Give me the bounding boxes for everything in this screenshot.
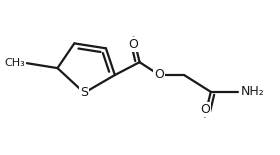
Text: CH₃: CH₃ xyxy=(4,58,25,68)
Text: NH₂: NH₂ xyxy=(241,85,264,98)
Text: O: O xyxy=(200,103,210,116)
Text: O: O xyxy=(154,68,164,81)
Text: O: O xyxy=(129,38,139,51)
Text: S: S xyxy=(80,86,88,99)
